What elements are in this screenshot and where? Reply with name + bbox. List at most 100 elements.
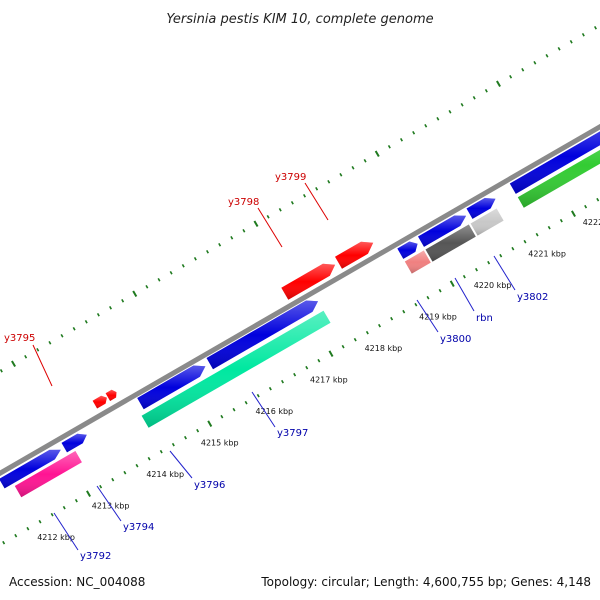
gene-arrow-shading <box>517 149 600 208</box>
label-leader-y3798 <box>257 207 283 248</box>
outer-tick <box>569 40 573 44</box>
inner-tick <box>426 295 430 300</box>
gene-label-y3797[interactable]: y3797 <box>277 428 308 439</box>
gene-arrow-shading <box>137 365 206 410</box>
outer-tick <box>169 271 173 275</box>
inner-tick <box>365 330 369 335</box>
gene-label-y3795[interactable]: y3795 <box>4 333 35 344</box>
outer-tick <box>230 236 234 240</box>
inner-tick <box>317 358 321 363</box>
outer-tick <box>278 208 282 212</box>
inner-tick <box>38 519 42 524</box>
inner-tick <box>390 316 394 321</box>
outer-tick <box>303 194 306 198</box>
outer-tick <box>557 47 561 51</box>
gene-label-y3800[interactable]: y3800 <box>440 334 471 345</box>
gene-labels: y3795 y3798 y3799 y3792 y3794 y3796 y3797 y3800… <box>4 172 548 562</box>
inner-tick <box>449 280 455 287</box>
gene-arrow-shading <box>335 241 374 269</box>
label-leader-y3794 <box>96 485 122 522</box>
inner-tick <box>487 260 491 265</box>
inner-tick <box>2 540 6 545</box>
inner-tick <box>378 323 381 328</box>
outer-tick <box>48 341 52 345</box>
kbp-label: 4214 kbp <box>146 470 184 479</box>
inner-tick <box>123 470 127 475</box>
kbp-label: 4212 kbp <box>37 533 75 542</box>
gene-arrow-shading <box>105 389 117 401</box>
inner-tick <box>99 484 103 489</box>
kbp-label: 4215 kbp <box>201 439 239 448</box>
outer-tick <box>424 124 428 128</box>
outer-tick <box>145 285 149 289</box>
inner-tick <box>535 232 539 237</box>
inner-tick <box>559 218 563 223</box>
gene-arrow-shading <box>404 250 431 274</box>
inner-tick <box>50 512 54 517</box>
inner-tick <box>305 365 309 370</box>
outer-tick <box>242 229 246 233</box>
outer-tick <box>581 33 585 37</box>
outer-tick <box>412 131 416 135</box>
outer-tick <box>484 89 488 93</box>
kbp-label: 4222 kbp <box>583 218 600 227</box>
gene-arrow-shading <box>141 310 331 428</box>
kbp-label: 4219 kbp <box>419 313 457 322</box>
inner-tick <box>547 225 551 230</box>
gene-arrow-shading <box>418 215 467 247</box>
outer-tick <box>121 299 125 303</box>
inner-tick <box>171 442 175 447</box>
label-leader-rbn <box>454 277 475 312</box>
inner-tick <box>232 407 236 412</box>
label-leader-y3795 <box>32 344 53 387</box>
kbp-label: 4216 kbp <box>255 407 293 416</box>
inner-tick <box>438 288 442 293</box>
outer-tick <box>472 96 476 100</box>
outer-tick <box>96 313 100 317</box>
outer-tick <box>339 173 343 177</box>
outer-tick <box>327 180 331 184</box>
outer-tick <box>374 150 380 158</box>
inner-tick <box>244 400 248 405</box>
outer-tick <box>399 138 403 142</box>
inner-tick <box>402 309 406 314</box>
inner-tick <box>474 267 478 272</box>
label-leader-y3799 <box>304 182 329 221</box>
inner-tick <box>414 302 418 307</box>
outer-tick <box>157 278 161 282</box>
gene-label-y3794[interactable]: y3794 <box>123 522 154 533</box>
gene-arrow-shading <box>425 224 476 262</box>
outer-tick <box>253 220 259 228</box>
outer-tick <box>11 360 16 368</box>
outer-tick <box>533 61 537 65</box>
gene-label-y3799[interactable]: y3799 <box>275 172 306 183</box>
gene-arrow-shading <box>397 241 418 259</box>
gene-arrow-shading <box>14 451 82 498</box>
inner-tick <box>86 490 91 497</box>
outer-tick <box>290 201 294 205</box>
gene-label-y3792[interactable]: y3792 <box>80 551 111 562</box>
outer-tick <box>436 117 440 121</box>
inner-tick <box>135 463 139 468</box>
inner-tick <box>571 210 576 217</box>
gene-features <box>0 131 600 498</box>
outer-tick <box>109 306 113 310</box>
gene-label-y3802[interactable]: y3802 <box>517 292 548 303</box>
gene-label-rbn[interactable]: rbn <box>476 313 493 324</box>
inner-tick <box>596 197 600 202</box>
inner-tick <box>341 344 345 349</box>
inner-tick <box>74 498 78 503</box>
genome-backbone <box>0 123 600 477</box>
outer-tick <box>132 290 138 298</box>
gene-arrow-shading <box>206 300 318 370</box>
gene-label-y3798[interactable]: y3798 <box>228 197 259 208</box>
inner-tick <box>293 372 297 377</box>
inner-tick <box>328 350 334 357</box>
gene-arrow-shading <box>281 263 336 300</box>
gene-arrow-shading <box>92 395 107 409</box>
kbp-label: 4217 kbp <box>310 376 348 385</box>
gene-label-y3796[interactable]: y3796 <box>194 480 225 491</box>
inner-tick <box>511 246 515 251</box>
inner-tick <box>584 204 588 209</box>
